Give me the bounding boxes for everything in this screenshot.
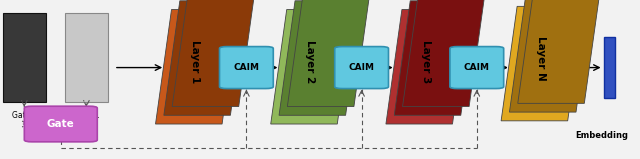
FancyBboxPatch shape — [65, 13, 108, 102]
Text: Gate 1: Gate 1 — [74, 111, 99, 120]
Text: Gate 0: Gate 0 — [12, 111, 37, 120]
Polygon shape — [172, 0, 255, 107]
Polygon shape — [509, 0, 592, 112]
Polygon shape — [287, 0, 370, 107]
Polygon shape — [501, 6, 584, 121]
Text: CAIM: CAIM — [349, 63, 374, 72]
Polygon shape — [164, 1, 246, 115]
FancyBboxPatch shape — [24, 106, 97, 142]
Polygon shape — [386, 10, 468, 124]
Polygon shape — [271, 10, 353, 124]
Polygon shape — [403, 0, 485, 107]
FancyBboxPatch shape — [335, 47, 388, 89]
FancyBboxPatch shape — [450, 47, 504, 89]
Text: CAIM: CAIM — [234, 63, 259, 72]
FancyBboxPatch shape — [220, 47, 273, 89]
Text: CAIM: CAIM — [464, 63, 490, 72]
Text: Layer N: Layer N — [536, 36, 546, 81]
Polygon shape — [394, 1, 477, 115]
Text: Layer 2: Layer 2 — [305, 40, 316, 84]
Text: Gate: Gate — [47, 119, 75, 129]
Text: Layer 1: Layer 1 — [190, 40, 200, 84]
Text: Embedding: Embedding — [575, 131, 628, 140]
Polygon shape — [279, 1, 362, 115]
FancyBboxPatch shape — [3, 13, 46, 102]
Polygon shape — [518, 0, 600, 103]
Polygon shape — [156, 10, 238, 124]
FancyBboxPatch shape — [604, 37, 615, 98]
Text: Layer 3: Layer 3 — [420, 40, 431, 84]
